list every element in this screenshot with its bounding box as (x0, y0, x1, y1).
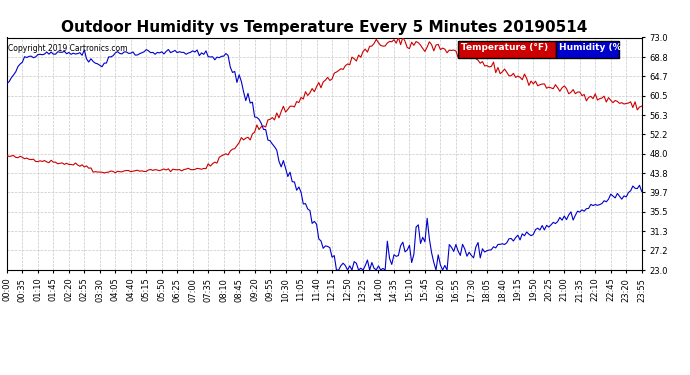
Title: Outdoor Humidity vs Temperature Every 5 Minutes 20190514: Outdoor Humidity vs Temperature Every 5 … (61, 20, 587, 35)
FancyBboxPatch shape (457, 41, 556, 58)
FancyBboxPatch shape (556, 41, 620, 58)
Text: Temperature (°F): Temperature (°F) (461, 44, 548, 52)
Text: Humidity (%): Humidity (%) (558, 44, 625, 52)
Text: Copyright 2019 Cartronics.com: Copyright 2019 Cartronics.com (8, 45, 128, 54)
